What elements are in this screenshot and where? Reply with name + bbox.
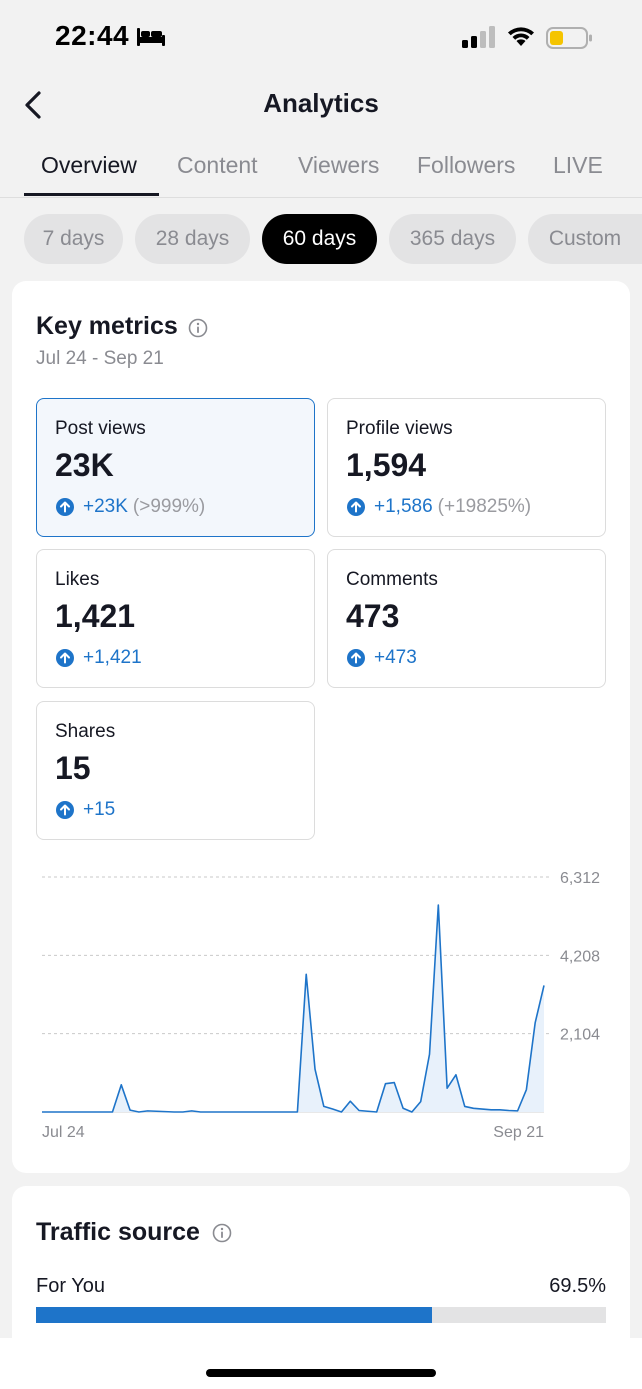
metric-change-value: +23K [83,496,128,517]
home-indicator[interactable] [206,1369,436,1377]
post-views-line-chart: 2,104 4,208 6,312 Jul 24 Sep 21 [42,870,600,1141]
y-tick-label: 6,312 [560,870,600,887]
top-nav-bar: Analytics [0,76,642,134]
date-range-label: Jul 24 - Sep 21 [36,348,164,369]
info-icon[interactable] [212,1223,232,1243]
battery-icon [546,27,592,49]
analytics-tabs: Overview Content Viewers Followers LIVE [0,140,642,198]
metric-change: +1,421 [55,647,142,669]
metric-label: Comments [346,569,438,590]
x-tick-label: Sep 21 [493,1124,544,1141]
metric-card-shares[interactable]: Shares 15 +15 [36,701,315,840]
range-28-days-button[interactable]: 28 days [135,214,250,264]
metric-value: 15 [55,750,91,786]
traffic-source-value: 69.5% [549,1275,606,1297]
key-metrics-card: Key metrics Jul 24 - Sep 21 Post views 2… [12,281,630,1173]
metric-change-value: +15 [83,799,116,820]
metric-label: Profile views [346,418,453,439]
tab-viewers[interactable]: Viewers [298,152,380,178]
wifi-icon [508,27,534,46]
metric-change-percent: (>999%) [132,496,206,517]
traffic-source-title: Traffic source [36,1218,200,1246]
x-tick-label: Jul 24 [42,1124,85,1141]
metric-change: +15 [55,799,115,821]
back-arrow-icon[interactable] [20,88,48,122]
metric-change-percent: (+19825%) [437,496,532,517]
range-365-days-button[interactable]: 365 days [389,214,516,264]
page-title: Analytics [263,88,379,118]
traffic-source-progress-fill [36,1307,433,1323]
traffic-source-label: For You [36,1275,105,1297]
metric-card-comments[interactable]: Comments 473 +473 [327,549,606,688]
range-60-days-button[interactable]: 60 days [262,214,377,264]
sleep-bed-icon [137,28,165,46]
status-time: 22:44 [55,20,130,51]
traffic-source-progress-track [36,1307,606,1323]
active-tab-indicator [24,193,159,196]
date-range-selector: 7 days 28 days 60 days 365 days Custom [0,214,642,264]
metric-card-post-views[interactable]: Post views 23K +23K (>999%) [36,398,315,537]
y-tick-label: 2,104 [560,1027,600,1044]
metric-change: +473 [346,647,417,669]
metric-label: Shares [55,721,116,742]
metric-card-profile-views[interactable]: Profile views 1,594 +1,586 (+19825%) [327,398,606,537]
metric-change: +1,586 (+19825%) [346,496,531,518]
info-icon[interactable] [188,318,208,338]
metric-value: 1,594 [346,447,427,483]
range-7-days-button[interactable]: 7 days [24,214,123,264]
metric-change-value: +1,586 [374,496,433,517]
chart-series-line [42,904,545,1113]
tab-followers[interactable]: Followers [417,152,516,178]
range-custom-button[interactable]: Custom [528,214,642,264]
key-metrics-title: Key metrics [36,312,178,340]
metric-change: +23K (>999%) [55,496,205,518]
traffic-source-card: Traffic source For You 69.5% [12,1186,630,1338]
metric-value: 473 [346,598,400,634]
arrow-up-circle-icon [56,801,74,819]
tab-content[interactable]: Content [177,152,258,178]
metric-value: 23K [55,447,114,483]
tab-overview[interactable]: Overview [41,152,137,178]
metric-value: 1,421 [55,598,136,634]
metric-change-value: +1,421 [83,647,142,668]
status-bar: 22:44 [0,0,642,76]
metric-label: Post views [55,418,146,439]
y-tick-label: 4,208 [560,948,600,965]
arrow-up-circle-icon [347,498,365,516]
arrow-up-circle-icon [56,649,74,667]
metric-card-likes[interactable]: Likes 1,421 +1,421 [36,549,315,688]
metric-change-value: +473 [374,647,417,668]
cellular-signal-icon [462,26,495,48]
arrow-up-circle-icon [56,498,74,516]
chart-area-fill [42,905,544,1112]
home-bar-area [0,1338,642,1389]
tab-live[interactable]: LIVE [553,152,603,178]
metric-label: Likes [55,569,100,590]
arrow-up-circle-icon [347,649,365,667]
